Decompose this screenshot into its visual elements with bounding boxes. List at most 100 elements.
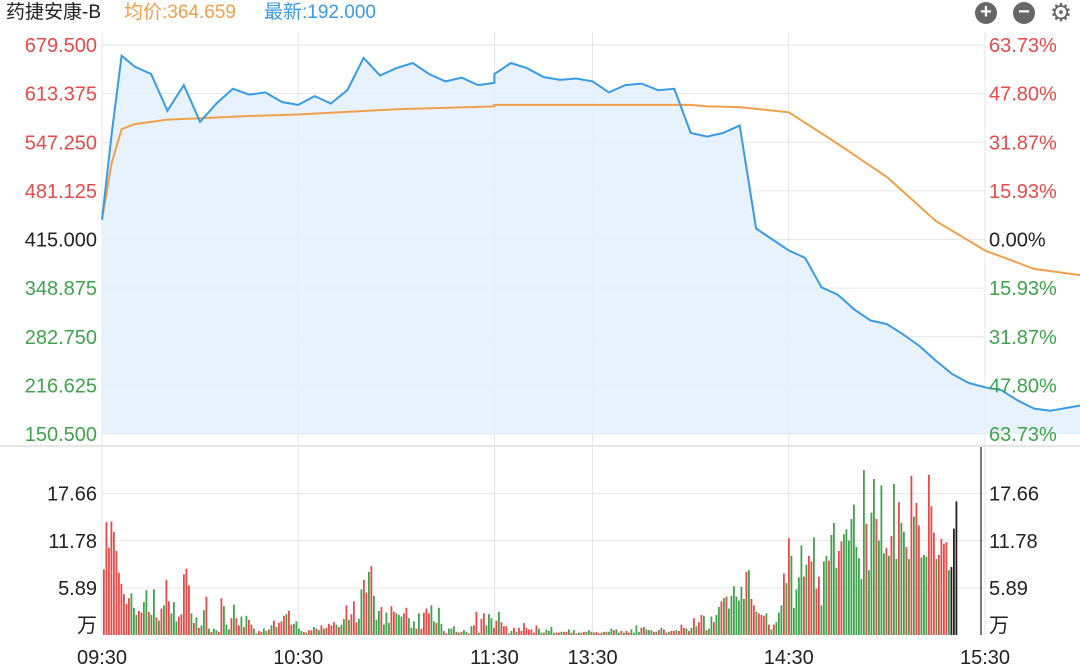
volume-bar [855, 547, 858, 635]
volume-bar [623, 632, 625, 635]
volume-bar [418, 613, 420, 635]
avg-price-line [101, 103, 1080, 277]
volume-bar [528, 629, 530, 635]
volume-bar [510, 631, 513, 635]
zoom-in-button[interactable]: + [975, 2, 997, 24]
volume-bar [650, 630, 653, 635]
volume-bar [245, 615, 248, 635]
volume-bar [523, 623, 525, 635]
volume-bar [703, 615, 705, 635]
volume-bar [368, 571, 370, 635]
volume-bar [143, 602, 145, 635]
volume-bar [953, 528, 955, 635]
volume-bar [610, 628, 613, 635]
volume-bar [808, 555, 810, 635]
pct-tick-7: 47.80% [989, 375, 1057, 397]
volume-bar [128, 598, 130, 635]
volume-bar [558, 632, 560, 635]
volume-bar [203, 610, 205, 635]
volume-bar [533, 632, 535, 635]
volume-bar [670, 631, 673, 635]
volume-bar [940, 539, 943, 635]
volume-bar [488, 614, 490, 635]
volume-bar [433, 621, 435, 635]
volume-bar [563, 631, 565, 635]
volume-bar [565, 631, 568, 635]
volume-bar [710, 616, 713, 635]
volume-bar [303, 631, 305, 635]
volume-bar [580, 632, 583, 635]
volume-bar [835, 567, 838, 635]
volume-bar [250, 624, 253, 635]
volume-bar [410, 627, 413, 635]
volume-bar [848, 540, 850, 635]
settings-button[interactable]: ⚙ [1048, 0, 1074, 26]
price-tick-4: 415.000 [25, 230, 97, 252]
volume-bar [785, 583, 788, 635]
volume-bar [420, 628, 423, 635]
volume-bar [148, 611, 150, 635]
volume-bar [385, 612, 388, 635]
volume-bar [325, 627, 328, 635]
volume-bar [950, 567, 953, 635]
volume-bar [498, 611, 500, 635]
volume-bar [938, 555, 940, 635]
zoom-out-button[interactable]: − [1013, 2, 1035, 24]
volume-bar [443, 631, 445, 635]
volume-bar [840, 541, 843, 635]
volume-bar [828, 560, 830, 635]
pct-tick-0: 63.73% [989, 35, 1057, 57]
volume-bar [430, 605, 433, 635]
volume-bar [575, 633, 578, 635]
volume-bar [778, 612, 780, 635]
volume-bar [268, 629, 270, 635]
volume-bar [590, 631, 593, 635]
volume-bar [123, 594, 125, 635]
volume-bar [500, 622, 503, 635]
volume-bar [733, 586, 735, 635]
volume-bar [585, 631, 588, 635]
volume-bar [205, 596, 208, 635]
volume-bar [923, 555, 925, 635]
volume-bar [905, 547, 908, 635]
volume-bar [620, 631, 623, 635]
volume-bar [495, 620, 498, 635]
volume-bar [180, 614, 183, 635]
volume-bar [110, 521, 113, 635]
volume-bar [675, 630, 678, 635]
left-price-ticks: 679.500 613.375 547.250 481.125 415.000 348.8… [25, 35, 97, 446]
volume-bar [680, 624, 683, 635]
volume-bar [788, 538, 790, 635]
volume-bar [280, 621, 283, 635]
volume-bar [630, 629, 633, 635]
price-tick-0: 679.500 [25, 35, 97, 57]
volume-bar [380, 607, 383, 635]
volume-bar [150, 615, 153, 635]
price-tick-1: 613.375 [25, 84, 97, 106]
volume-bar [135, 615, 138, 635]
volume-bar [688, 631, 690, 635]
volume-bar [780, 605, 783, 635]
volume-ticks: 17.66 17.66 11.78 11.78 5.89 5.89 万 万 [47, 484, 1039, 637]
gear-icon: ⚙ [1049, 0, 1073, 27]
volume-bar [955, 501, 958, 635]
volume-bar [163, 605, 165, 635]
volume-bar [333, 622, 335, 635]
time-tick-0: 09:30 [77, 647, 127, 669]
volume-bar [243, 627, 245, 635]
volume-bar [465, 631, 468, 635]
volume-bar [890, 535, 893, 635]
volume-bar [505, 626, 508, 635]
price-tick-3: 481.125 [25, 181, 97, 203]
volume-bar [818, 576, 820, 635]
volume-bar [310, 630, 313, 635]
volume-bar [158, 620, 160, 635]
volume-bar [130, 593, 133, 635]
volume-bar [320, 625, 323, 635]
volume-bar [473, 625, 475, 635]
volume-bar [445, 633, 448, 635]
volume-bar [378, 611, 380, 635]
volume-bar [365, 592, 368, 635]
volume-bar [300, 631, 303, 635]
volume-bar [700, 615, 703, 635]
